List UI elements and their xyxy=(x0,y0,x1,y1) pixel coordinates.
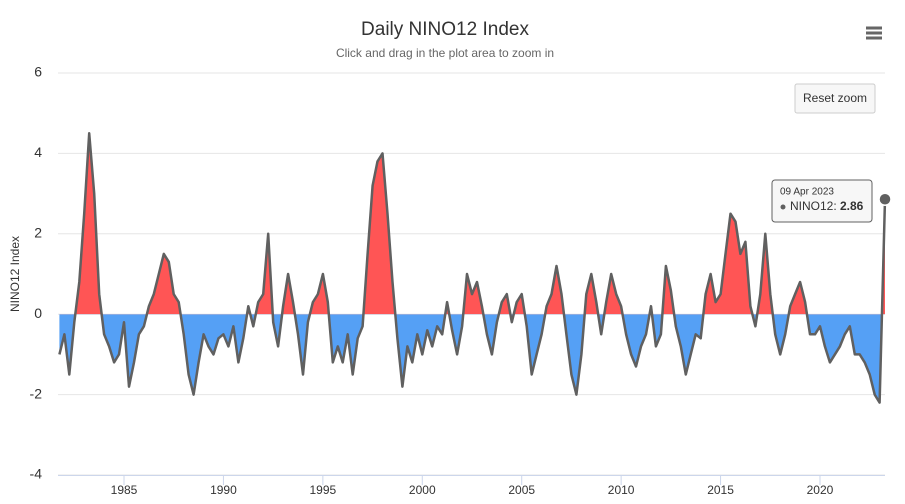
menu-button[interactable] xyxy=(860,22,888,44)
x-tick-label: 1995 xyxy=(310,483,337,497)
x-tick-label: 2005 xyxy=(508,483,535,497)
reset-zoom-button[interactable]: Reset zoom xyxy=(794,83,876,114)
x-tick-label: 2010 xyxy=(608,483,635,497)
y-tick-label: 4 xyxy=(34,144,42,160)
y-tick-label: 2 xyxy=(34,225,42,241)
y-tick-label: 6 xyxy=(34,64,42,80)
y-tick-label: -2 xyxy=(30,385,43,401)
reset-zoom-box[interactable] xyxy=(794,83,876,114)
plot-area xyxy=(58,72,887,476)
tooltip-series: NINO12: xyxy=(790,199,837,213)
x-tick-label: 1985 xyxy=(111,483,138,497)
tooltip-dot xyxy=(780,204,786,210)
y-axis-label: NINO12 Index xyxy=(8,236,22,312)
hover-marker xyxy=(878,192,892,206)
x-tick-label: 2015 xyxy=(707,483,734,497)
x-tick-label: 2020 xyxy=(807,483,834,497)
x-tick-label: 2000 xyxy=(409,483,436,497)
chart-title: Daily NINO12 Index xyxy=(361,19,529,40)
y-tick-label: 0 xyxy=(34,305,42,321)
tooltip-value: 2.86 xyxy=(840,199,864,213)
x-tick-label: 1990 xyxy=(210,483,237,497)
tooltip-date: 09 Apr 2023 xyxy=(780,187,834,198)
area-negative xyxy=(59,314,882,403)
y-tick-label: -4 xyxy=(30,466,43,482)
tooltip-box xyxy=(771,179,873,223)
series-line xyxy=(58,132,887,404)
area-positive xyxy=(75,133,885,315)
chart-subtitle: Click and drag in the plot area to zoom … xyxy=(336,46,554,60)
reset-zoom-label[interactable]: Reset zoom xyxy=(803,91,867,105)
